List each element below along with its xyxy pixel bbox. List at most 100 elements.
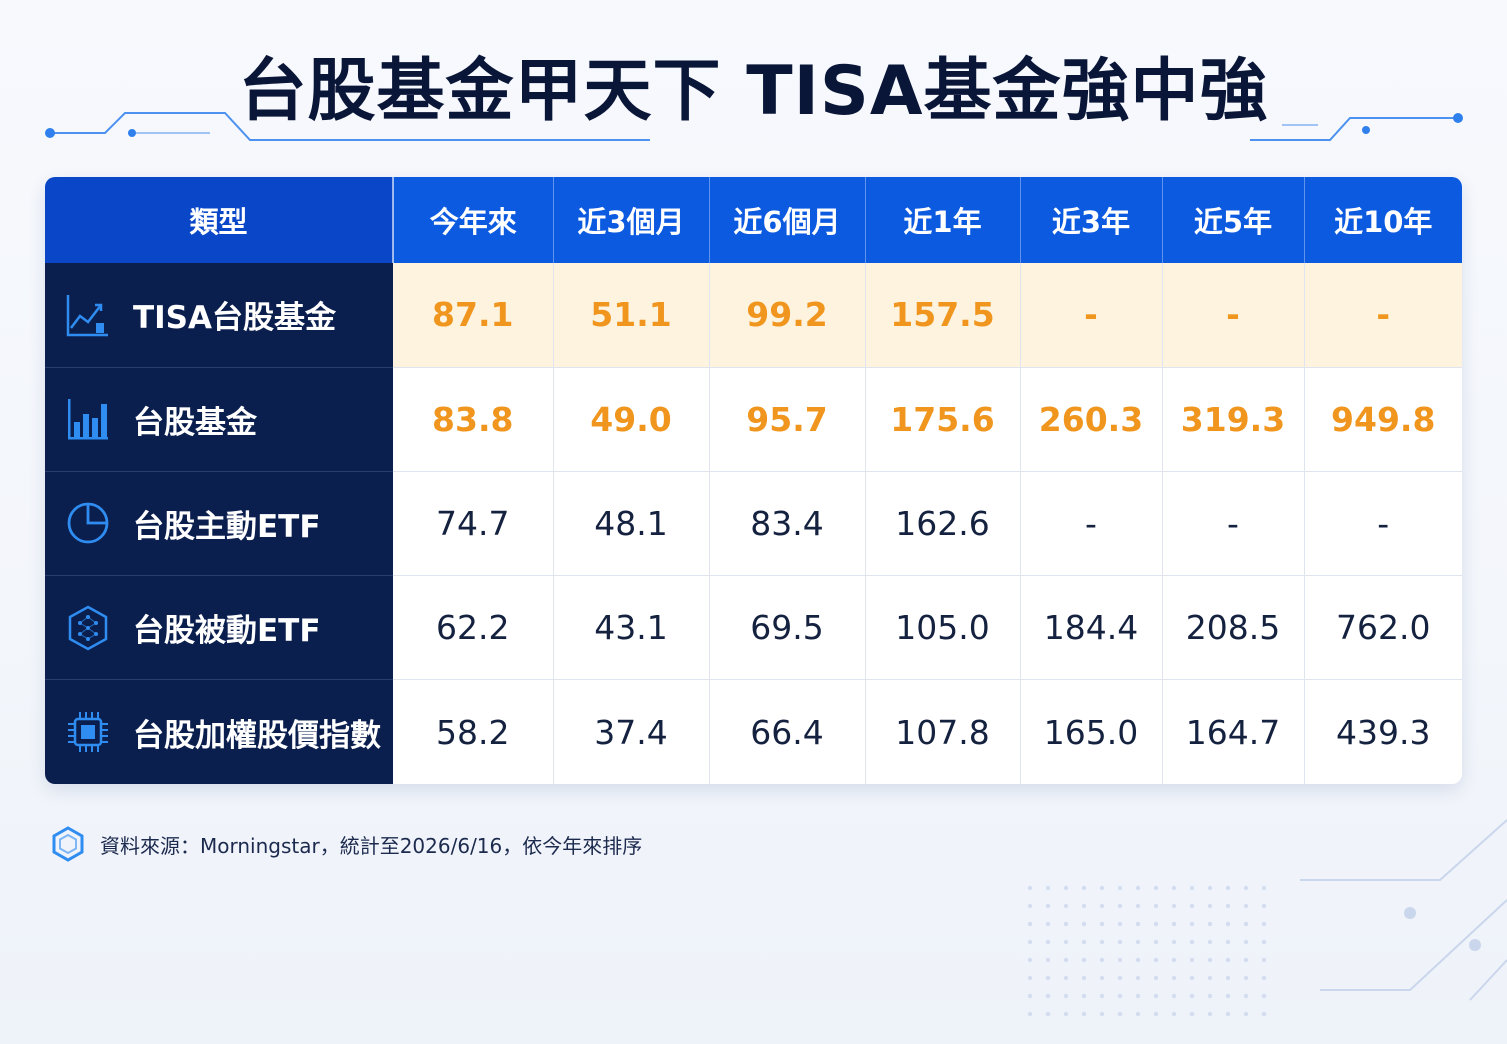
decor-dot [1153,939,1159,945]
decor-dot [1135,939,1141,945]
table-cell: 74.7 [393,471,554,577]
decor-dot [1153,903,1159,909]
decor-dot [1189,939,1195,945]
decor-dot [1117,885,1123,891]
decor-dot [1153,993,1159,999]
table-cell: 208.5 [1162,575,1305,681]
decor-dot [1045,939,1051,945]
decor-dot [1081,1011,1087,1017]
row-label-cell: TISA台股基金 [45,263,393,368]
decor-dot [1171,975,1177,981]
shield-icon [52,826,84,862]
table-cell: - [1162,263,1305,368]
column-header-10y: 近10年 [1304,177,1462,263]
decor-dot [1225,921,1231,927]
decor-dot [1207,1011,1213,1017]
decor-dot [1243,1011,1249,1017]
decor-dot [1135,993,1141,999]
table-cell: 58.2 [393,679,554,784]
table-cell: 87.1 [393,263,554,368]
decor-dot [1225,1011,1231,1017]
decor-dot [1135,885,1141,891]
decor-dot [1171,921,1177,927]
column-header-1y: 近1年 [865,177,1021,263]
decor-dot [1135,921,1141,927]
table-cell: 175.6 [865,367,1021,472]
decor-dot [1225,993,1231,999]
decor-dot [1063,975,1069,981]
decor-dot [1027,885,1033,891]
decor-dot [1261,939,1267,945]
decor-dot [1045,993,1051,999]
decor-dot [1153,957,1159,963]
decor-dot [1189,921,1195,927]
row-label: TISA台股基金 [133,300,336,337]
footnote-text: 資料來源：Morningstar，統計至2026/6/16，依今年來排序 [100,833,643,858]
decor-dot [1081,903,1087,909]
decor-dot [1027,939,1033,945]
decor-dot [1171,939,1177,945]
decor-dot [1045,975,1051,981]
decor-dot [1117,993,1123,999]
decor-dot [1171,993,1177,999]
pie-chart-icon [67,503,109,544]
column-header-6m: 近6個月 [709,177,866,263]
decor-dot [1117,939,1123,945]
table-row: TISA台股基金 87.1 51.1 99.2 157.5 - - - [45,263,1462,368]
decor-dot [1027,903,1033,909]
decor-dot [1243,957,1249,963]
row-label: 台股基金 [133,404,257,441]
decor-dot [1225,885,1231,891]
decor-dot [1243,921,1249,927]
decor-dot [1081,993,1087,999]
decor-dot [1243,975,1249,981]
decor-dot [1261,885,1267,891]
decor-dot [1135,957,1141,963]
table-cell: 83.8 [393,367,554,472]
table-cell: 165.0 [1020,679,1163,784]
table-header-row: 類型 今年來 近3個月 近6個月 近1年 近3年 近5年 近10年 [45,177,1462,263]
decor-dot [1045,903,1051,909]
decor-dot [1225,903,1231,909]
decor-dot [1261,1011,1267,1017]
column-header-5y: 近5年 [1162,177,1305,263]
table-cell: 260.3 [1020,367,1163,472]
column-header-3m: 近3個月 [553,177,710,263]
table-cell: 162.6 [865,471,1021,577]
decor-dot [1207,903,1213,909]
table-cell: 439.3 [1336,712,1431,752]
performance-table-card: 類型 今年來 近3個月 近6個月 近1年 近3年 近5年 近10年 [45,177,1462,784]
decor-dot [1117,921,1123,927]
decor-dot [1207,957,1213,963]
decor-dot [1063,939,1069,945]
decor-dot [1045,1011,1051,1017]
decor-dot [1153,921,1159,927]
decor-dot [1135,975,1141,981]
row-label-cell: 台股被動ETF [45,575,393,681]
decor-dot [1261,993,1267,999]
table-cell: 105.0 [865,575,1021,681]
decor-dot [1153,1011,1159,1017]
performance-table: 類型 今年來 近3個月 近6個月 近1年 近3年 近5年 近10年 [45,177,1462,784]
table-cell: 69.5 [709,575,866,681]
table-cell: 62.2 [393,575,554,681]
table-cell: 43.1 [553,575,710,681]
decor-dot [1117,957,1123,963]
line-chart-icon [66,294,108,337]
decor-dot [1099,975,1105,981]
decor-dot [1189,975,1195,981]
decor-dot [1063,993,1069,999]
decor-dot [1081,975,1087,981]
decor-dot [1189,1011,1195,1017]
table-cell: 184.4 [1020,575,1163,681]
decor-dot [1171,885,1177,891]
table-cell: 99.2 [709,263,866,368]
row-label-cell: 台股加權股價指數 [45,679,393,784]
decor-dot [1027,957,1033,963]
table-cell: 762.0 [1304,575,1462,681]
row-label-cell: 台股基金 [45,367,393,472]
decor-dot [1081,939,1087,945]
decor-dot [1117,1011,1123,1017]
table-cell: 164.7 [1162,679,1305,784]
row-label: 台股主動ETF [133,508,321,545]
